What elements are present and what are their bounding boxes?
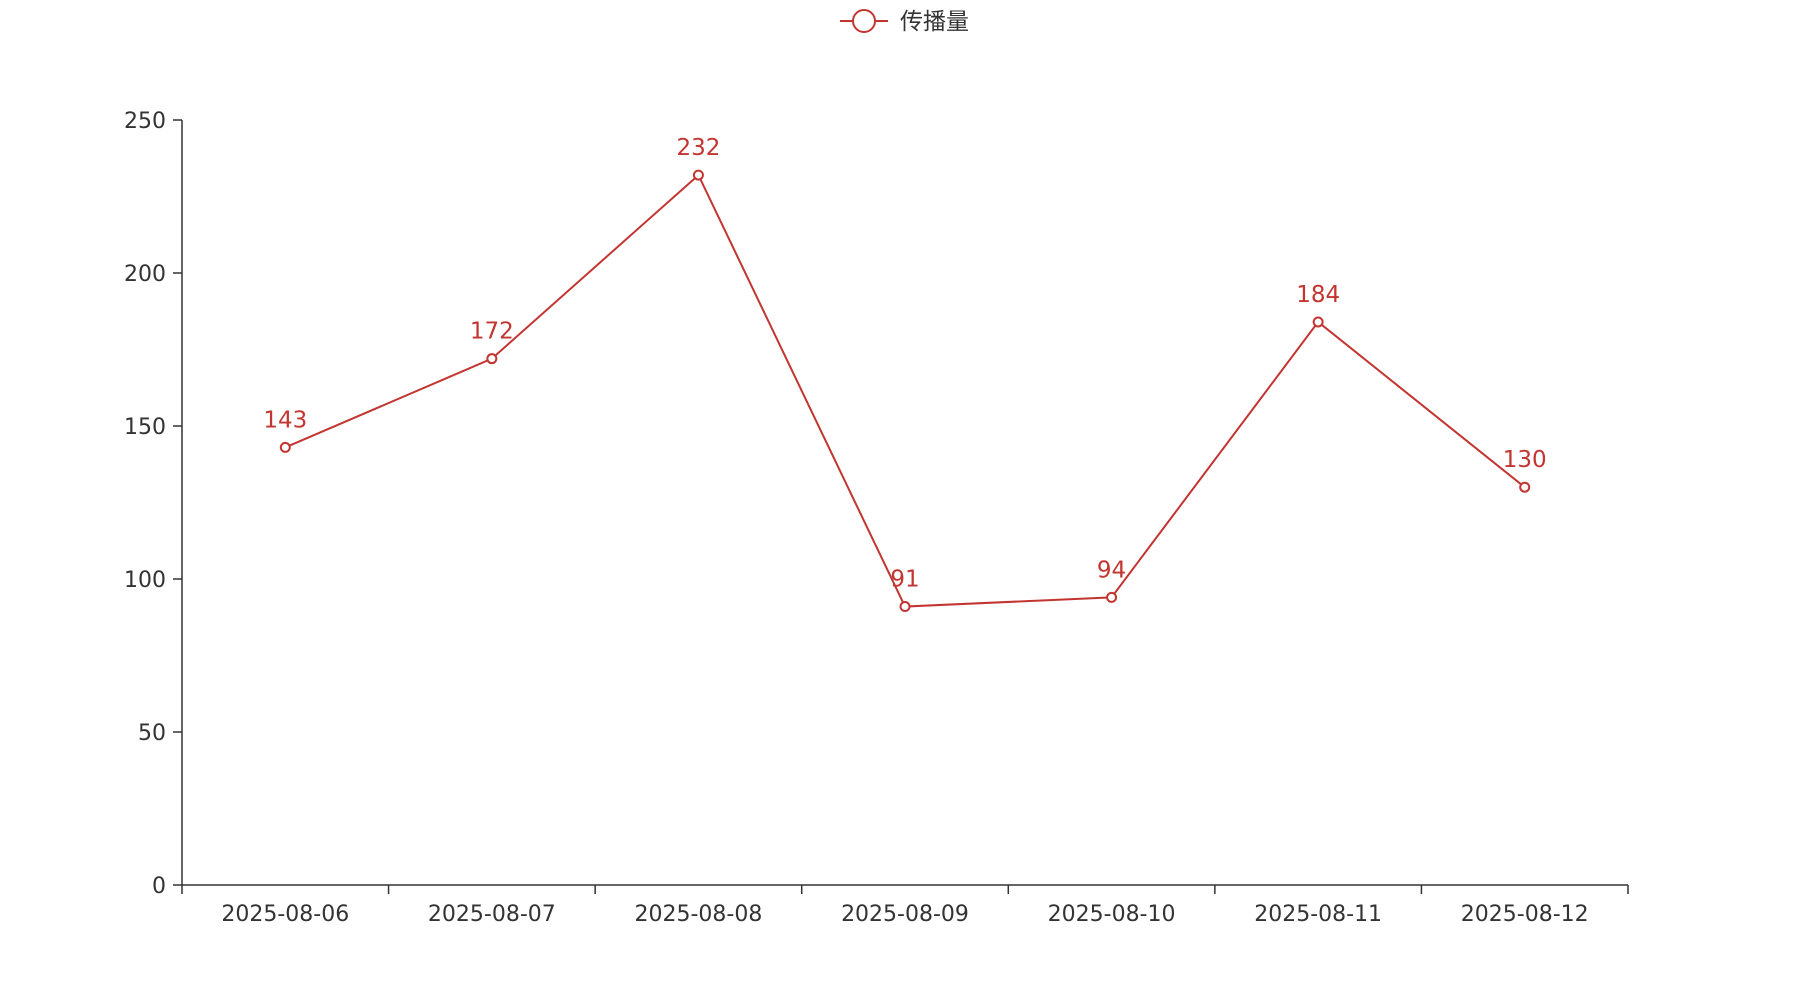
x-tick-label: 2025-08-09 xyxy=(841,902,969,927)
y-tick-label: 150 xyxy=(124,415,166,440)
y-tick-label: 250 xyxy=(124,109,166,134)
y-tick-label: 50 xyxy=(138,721,166,746)
data-point[interactable] xyxy=(1106,591,1118,603)
x-axis: 2025-08-06 2025-08-07 2025-08-08 2025-08-09… xyxy=(181,884,1629,927)
x-tick-label: 2025-08-11 xyxy=(1254,902,1382,927)
series-line-group: 143 172 232 91 94 184 130 xyxy=(263,135,1547,613)
data-point[interactable] xyxy=(486,353,498,365)
legend-label: 传播量 xyxy=(900,9,969,35)
x-tick-label: 2025-08-12 xyxy=(1461,902,1589,927)
data-point[interactable] xyxy=(899,601,911,613)
x-tick-label: 2025-08-06 xyxy=(221,902,349,927)
data-point[interactable] xyxy=(279,441,291,453)
y-tick-label: 100 xyxy=(124,568,166,593)
x-tick-label: 2025-08-10 xyxy=(1048,902,1176,927)
data-label: 172 xyxy=(470,319,514,345)
data-point[interactable] xyxy=(692,169,704,181)
legend-marker-icon xyxy=(852,9,876,33)
series-line xyxy=(284,173,1526,608)
x-tick-label: 2025-08-07 xyxy=(428,902,556,927)
y-tick-label: 0 xyxy=(152,874,166,899)
data-label: 143 xyxy=(263,407,307,433)
data-label: 184 xyxy=(1296,282,1340,308)
data-label: 232 xyxy=(676,135,720,161)
y-tick-label: 200 xyxy=(124,262,166,287)
legend[interactable]: 传播量 xyxy=(840,9,969,35)
data-label: 94 xyxy=(1097,557,1126,583)
data-point[interactable] xyxy=(1312,316,1324,328)
y-axis: 0 50 100 150 200 250 xyxy=(124,109,183,899)
data-label: 91 xyxy=(890,567,919,593)
data-label: 130 xyxy=(1503,447,1547,473)
data-point[interactable] xyxy=(1519,481,1531,493)
x-tick-label: 2025-08-08 xyxy=(634,902,762,927)
